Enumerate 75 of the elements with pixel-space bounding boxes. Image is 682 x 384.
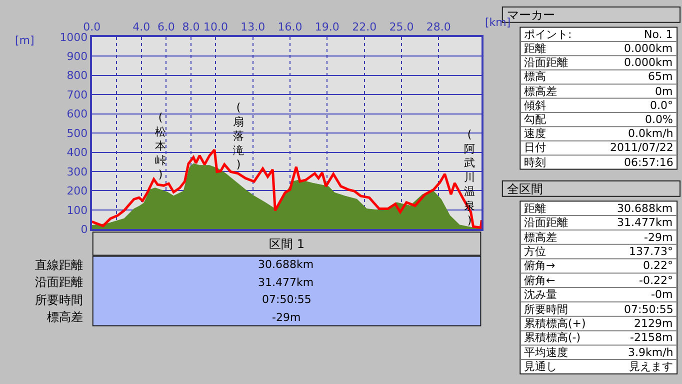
text: 0.0° [650,99,673,112]
x-tick-label: 28.0 [426,20,451,34]
text: 30.688km [617,202,673,215]
y-axis-title: [m] [15,34,34,47]
text: 距離 [524,202,546,215]
text: 沿面距離 [35,275,83,289]
y-tick-label: 100 [66,204,88,217]
text: 日付 [524,141,546,154]
text: 0m [655,85,673,98]
text: 2129m [634,317,673,330]
text: 137.73° [629,245,673,258]
text: 65m [648,70,673,83]
text: 31.477km [617,216,673,229]
text: 沈み量 [524,288,557,301]
text: 07:50:55 [262,293,312,306]
text: 累積標高(+) [524,317,586,330]
y-tick-label: 700 [66,88,88,102]
text: -2158m [630,331,673,344]
text: 傾斜 [524,99,546,112]
text: 見えます [629,360,673,373]
text: 標高 [524,70,546,83]
text: No. 1 [644,28,673,41]
text: 俯角→ [524,259,556,272]
text: 31.477km [258,276,314,289]
y-tick-label: 500 [66,126,88,140]
x-tick-label: 19.0 [314,20,340,34]
text: 0.0km/h [628,127,674,140]
y-tick-label: 800 [66,69,88,82]
text: 平均速度 [524,346,568,359]
text: 沿面距離 [524,56,568,69]
text: 沿面距離 [524,216,568,229]
x-tick-label: 10.0 [203,20,228,34]
text: 標高差 [524,231,557,244]
x-tick-label: 16.0 [278,20,302,34]
text: -29m [644,231,673,244]
text: 07:50:55 [624,303,674,316]
text: 全区間 [507,182,543,196]
text: -0.22° [639,274,673,287]
x-tick-label: 8.0 [182,20,200,34]
y-tick-label: 200 [66,184,88,198]
x-tick-label: 25.0 [389,20,414,34]
text: ポイント: [524,28,572,41]
text: 0.000km [624,56,673,69]
x-tick-label: 13.0 [240,20,266,34]
text: -29m [272,311,301,324]
text: 所要時間 [524,303,568,316]
text: 勾配 [524,113,546,126]
y-tick-label: 0 [80,223,88,236]
text: 3.9km/h [628,346,674,359]
y-tick-label: 600 [66,108,88,121]
text: 30.688km [258,258,314,271]
text: 0.22° [643,259,673,272]
text: 累積標高(-) [524,331,581,344]
text: 0.000km [624,42,673,55]
text: 標高差 [524,85,557,98]
y-tick-label: 300 [66,165,88,178]
text: 見通し [524,360,557,373]
text: 区間 1 [269,237,304,251]
text: 所要時間 [35,293,83,307]
text: 距離 [524,42,546,55]
text: 0.0% [645,113,673,126]
x-tick-label: 4.0 [132,20,150,34]
text: 時刻 [524,156,546,169]
x-tick-label: 6.0 [157,20,175,34]
y-tick-label: 400 [66,146,88,160]
text: 標高差 [47,310,83,324]
text: -0m [651,288,673,301]
text: 方位 [524,245,546,258]
text: 速度 [524,127,546,140]
text: 06:57:16 [624,156,674,169]
x-tick-label: 22.0 [352,20,377,34]
text: 俯角← [524,274,556,287]
y-tick-label: 900 [66,50,88,63]
text: 2011/07/22 [610,141,674,154]
text: 直線距離 [35,258,83,272]
